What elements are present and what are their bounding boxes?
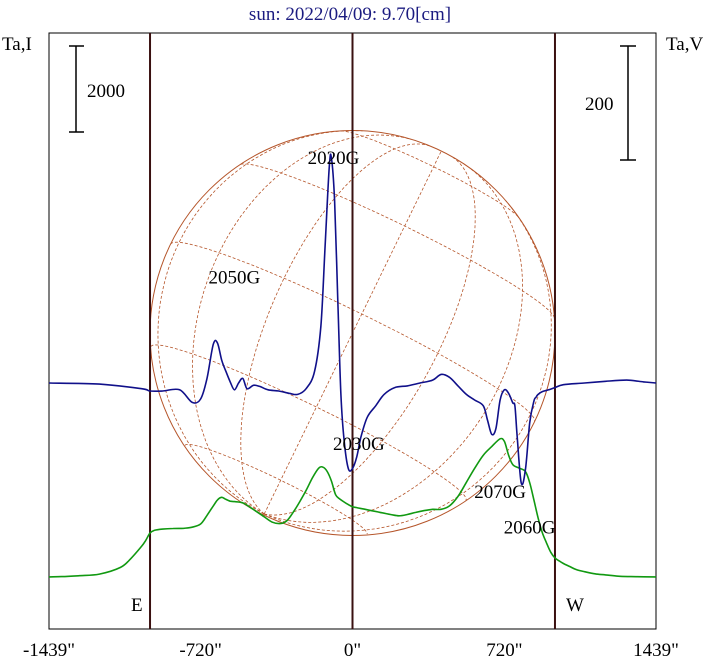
longitude-line	[192, 134, 412, 515]
x-tick-label: 1439"	[633, 640, 679, 661]
region-label: 2050G	[209, 267, 261, 288]
longitude-line	[264, 167, 523, 523]
chart-title: sun: 2022/04/09: 9.70[cm]	[249, 4, 451, 25]
left-scale-bar	[69, 45, 84, 133]
region-label: 2020G	[308, 148, 360, 169]
x-tick-label: -1439"	[23, 640, 75, 661]
latitude-line	[184, 444, 368, 535]
x-tick-labels: -1439" -720" 0" 720" 1439"	[23, 640, 679, 661]
left-scale-bar-label: 2000	[87, 81, 125, 102]
region-label: 2060G	[504, 518, 556, 539]
limb-guides	[149, 33, 556, 629]
right-scale-bar-label: 200	[585, 94, 614, 115]
east-limb-label: E	[131, 595, 143, 616]
longitude-line	[263, 150, 442, 515]
right-scale-bar	[620, 45, 636, 161]
series-stokes-v-line	[48, 153, 657, 486]
region-label: 2070G	[474, 482, 526, 503]
x-tick-label: 720"	[486, 640, 522, 661]
longitude-line	[240, 143, 430, 515]
longitude-line	[157, 130, 363, 515]
latitude-line	[150, 344, 467, 501]
longitude-line	[264, 157, 476, 516]
longitude-line	[264, 200, 552, 532]
region-label: 2030G	[333, 434, 385, 455]
x-tick-label: -720"	[179, 640, 222, 661]
region-labels: 2020G 2050G 2030G 2070G 2060G	[209, 148, 556, 539]
left-axis-label: Ta,I	[2, 34, 32, 55]
right-axis-label: Ta,V	[666, 34, 703, 55]
x-tick-label: 0"	[344, 640, 361, 661]
latitude-line	[240, 163, 555, 318]
series-stokes-i-line	[48, 437, 657, 578]
west-limb-label: W	[566, 595, 584, 616]
